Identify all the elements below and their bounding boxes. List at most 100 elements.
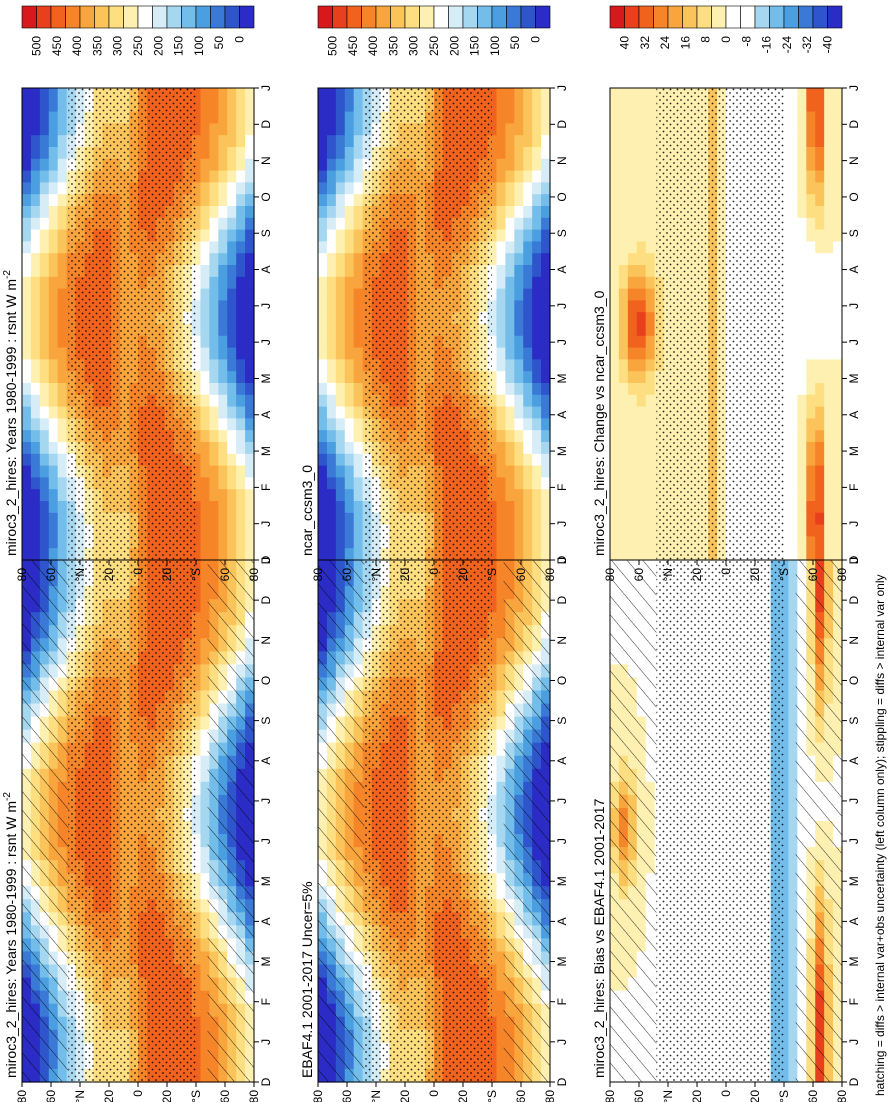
heatmap-cell [344,453,355,467]
heatmap-cell [514,406,524,419]
heatmap-cell [39,217,50,231]
heatmap-cell [318,406,328,419]
heatmap-cell [496,123,506,136]
heatmap-cell [541,147,551,160]
heatmap-cell [236,312,246,325]
heatmap-cell [353,135,364,148]
heatmap-cell [236,194,246,207]
heatmap-cell [514,359,524,372]
heatmap-cell [48,99,59,113]
heatmap-cell [48,276,59,290]
heatmap-cell [326,347,337,360]
month-label: M [259,876,273,886]
heatmap-cell [318,501,328,514]
heatmap-cell [57,418,68,431]
lat-label: 20 [456,568,470,582]
heatmap-cell [48,453,59,467]
heatmap-cell [218,524,228,537]
heatmap-cell [344,501,355,514]
heatmap-cell [532,477,542,490]
heatmap-cell [514,123,524,136]
heatmap-cell [318,442,328,455]
heatmap-cell [245,288,255,301]
heatmap-cell [344,430,355,443]
heatmap-cell [496,501,506,514]
heatmap-cell [326,512,337,526]
heatmap-cell [30,548,41,561]
heatmap-cell [30,324,41,337]
heatmap-cell [245,536,255,549]
heatmap-cell [326,241,337,254]
heatmap-cell [245,347,255,360]
heatmap-cell [200,253,210,266]
heatmap-cell [353,383,364,396]
month-label: F [555,998,569,1005]
heatmap-cell [541,217,551,231]
heatmap-cell [487,489,498,502]
heatmap-cell [245,229,255,242]
heatmap-cell [487,912,498,926]
heatmap-cell [496,977,506,992]
heatmap-cell [227,182,237,195]
heatmap-cell [779,755,790,770]
heatmap-cell [496,453,506,467]
heatmap-cell [22,312,32,325]
heatmap-cell [532,312,542,325]
heatmap-cell [779,847,790,861]
heatmap-cell [353,206,364,219]
heatmap-cell [245,111,255,124]
heatmap-cell [505,253,515,266]
heatmap-cell [191,1068,202,1083]
heatmap-cell [541,253,551,266]
heatmap-cell [48,253,59,266]
heatmap-cell [541,359,551,372]
heatmap-cell [353,194,364,207]
heatmap-cell [318,371,328,384]
heatmap-cell [496,873,506,887]
month-label: S [555,717,569,725]
heatmap-cell [779,729,790,744]
heatmap-cell [353,123,364,136]
heatmap-cell [200,241,210,254]
heatmap-cell [245,88,255,101]
heatmap-cell [541,170,551,183]
heatmap-cell [523,182,533,195]
heatmap-cell [227,548,237,561]
heatmap-cell [487,465,498,478]
heatmap-cell [227,170,237,183]
lat-label: °S [189,1090,203,1102]
heatmap-cell [200,677,210,692]
heatmap-cell [48,512,59,526]
heatmap-cell [200,477,210,490]
heatmap-cell [200,781,210,796]
heatmap-cell [523,135,533,148]
month-label: J [555,1039,569,1045]
heatmap-cell [487,536,498,549]
heatmap-cell [200,548,210,561]
month-label: A [555,266,569,274]
heatmap-cell [236,276,246,290]
heatmap-cell [200,768,210,783]
lat-label: °N [73,1090,87,1102]
month-label: M [555,446,569,456]
heatmap-cell [227,347,237,360]
heatmap-cell [227,206,237,219]
heatmap-cell [487,182,498,195]
lat-label: °S [189,568,203,581]
heatmap-cell [200,886,210,900]
heatmap-cell [523,335,533,349]
heatmap-cell [57,335,68,349]
heatmap-cell [532,524,542,537]
heatmap-cell [496,312,506,325]
heatmap-cell [487,1068,498,1083]
heatmap-cell [353,548,364,561]
heatmap-cell [318,394,328,408]
heatmap-cell [245,359,255,372]
heatmap-cell [496,489,506,502]
heatmap-cell [496,847,506,861]
month-label: M [555,957,569,967]
heatmap-cell [326,406,337,419]
heatmap-cell [523,548,533,561]
heatmap-cell [200,383,210,396]
